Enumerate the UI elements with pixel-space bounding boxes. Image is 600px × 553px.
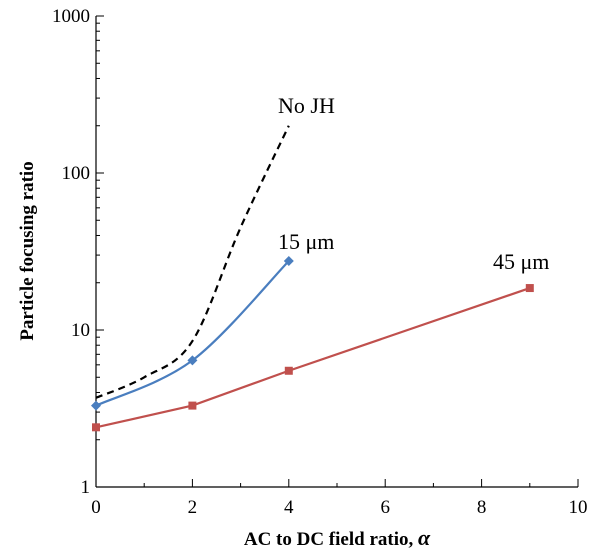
data-point-15-m [91, 400, 101, 411]
y-axis-title: Particle focusing ratio [17, 161, 38, 340]
y-tick-label: 100 [62, 163, 91, 184]
data-point-45-m [284, 366, 293, 375]
x-tick-label: 0 [91, 497, 101, 518]
alpha-symbol: α [418, 525, 431, 550]
data-point-45-m [188, 401, 197, 410]
series-group [91, 125, 534, 432]
x-tick-label: 6 [380, 497, 390, 518]
y-tick-label: 10 [71, 320, 90, 341]
x-tick-label: 8 [477, 497, 487, 518]
x-axis-title: AC to DC field ratio, α [244, 525, 431, 550]
x-tick-label: 10 [569, 497, 588, 518]
x-tick-label: 2 [188, 497, 198, 518]
ticks: 0 2 4 6 8 10 1 10 100 1000 [52, 6, 588, 518]
data-point-15-m [283, 256, 294, 267]
data-point-45-m [92, 423, 100, 432]
series-label-15-m: 15 μm [278, 229, 334, 254]
x-tick-label: 4 [284, 497, 294, 518]
series-line-45-m [95, 287, 531, 429]
y-tick-label: 1000 [52, 6, 90, 27]
series-label-45-m: 45 μm [493, 249, 549, 274]
data-point-15-m [187, 355, 198, 366]
y-tick-label: 1 [81, 477, 91, 498]
series-line-15-m [95, 260, 290, 407]
labels: No JH 15 μm 45 μm AC to DC field ratio, α Pa… [17, 93, 549, 550]
series-label-no-jh: No JH [278, 93, 335, 118]
data-point-45-m [525, 284, 534, 293]
